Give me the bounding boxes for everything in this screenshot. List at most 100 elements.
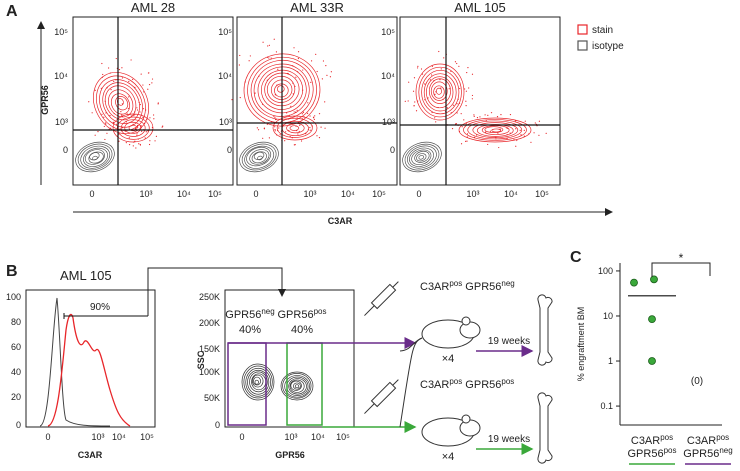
event-dot [136,109,139,111]
arm-label: C3ARpos GPR56pos [420,377,514,391]
event-dot [238,64,241,66]
syringe-plunger [392,379,399,386]
event-dot [415,110,418,112]
arm-count: ×4 [442,353,455,365]
event-dot [313,118,315,120]
event-dot [279,134,281,136]
event-dot [448,88,450,90]
contour [288,378,307,395]
contour [253,63,310,117]
event-dot [141,130,143,132]
event-dot [465,123,467,125]
event-dot [130,59,132,61]
event-dot [538,120,541,122]
event-dot [239,96,241,99]
syringe [364,379,399,414]
bone [537,392,553,464]
event-dot [102,73,104,76]
event-dot [500,114,502,116]
x-tick-label: 10⁵ [535,189,549,199]
event-dot [429,79,431,81]
gate-percent: 40% [291,324,313,336]
contour [409,147,434,167]
event-dot [278,127,280,129]
x-tick-label: 10³ [139,189,152,199]
event-dot [440,68,442,70]
contour [104,85,137,121]
event-dot [326,74,328,76]
panel-label: B [6,263,18,280]
syringe-barrel [370,283,397,310]
y-tick-label: 80 [11,317,21,327]
contour [239,141,279,173]
event-dot [121,114,123,116]
event-dot [313,117,315,119]
legend-swatch [577,40,588,51]
event-dot [110,127,112,129]
histogram-curve [39,297,111,427]
event-dot [118,68,121,71]
group-label: GPR56neg [683,446,732,460]
event-dot [268,44,270,46]
event-dot [268,137,270,139]
count-label: (0) [691,376,703,387]
y-tick-label: 10⁴ [381,71,395,81]
event-dot [420,68,423,70]
event-dot [121,77,124,79]
histogram-curve [47,313,131,427]
event-dot [320,126,322,128]
event-dot [132,145,134,147]
event-dot [274,130,276,132]
contour [472,122,519,139]
syringe-needle [364,403,375,414]
event-dot [231,99,233,101]
panel-label: C [570,249,582,266]
contour [108,89,134,118]
y-tick-label: 1 [608,356,613,366]
sample-title: AML 105 [60,268,112,283]
event-dot [157,103,159,105]
y-tick-label: 0 [227,145,232,155]
event-dot [297,51,300,53]
event-dot [487,114,489,116]
event-dot [121,67,123,69]
x-tick-label: 10³ [466,189,479,199]
plot-frame [25,289,156,428]
event-dot [324,101,326,103]
event-dot [140,73,142,75]
event-dot [306,112,309,114]
event-dot [424,83,426,85]
contour [418,155,425,160]
event-dot [115,57,117,60]
event-dot [545,132,547,135]
event-dot [516,139,518,142]
contour [83,147,109,168]
contour [289,125,300,131]
event-dot [509,113,512,116]
superscript: pos [660,433,673,442]
plot-title: AML 33R [290,0,344,15]
text-part: GPR56 [225,309,261,321]
contour [290,380,302,391]
event-dot [490,112,493,114]
contour [99,79,143,128]
text-part: GPR56 [683,448,719,460]
gate-percent: 40% [239,324,261,336]
event-dot [465,100,467,102]
event-dot [302,111,305,113]
event-dot [88,101,90,103]
contour [257,155,263,161]
event-dot [152,114,155,116]
axis-label: SSC [196,350,206,369]
event-dot [452,104,455,106]
significance-bracket [651,262,711,277]
text-part: C3AR [631,435,660,447]
event-dot [465,140,467,142]
event-dot [267,45,269,47]
point [648,357,656,365]
event-dot [408,81,410,83]
sort-gate [286,342,323,426]
event-dot [443,57,445,59]
event-dot [463,119,465,121]
axis-label: C3AR [328,216,353,226]
